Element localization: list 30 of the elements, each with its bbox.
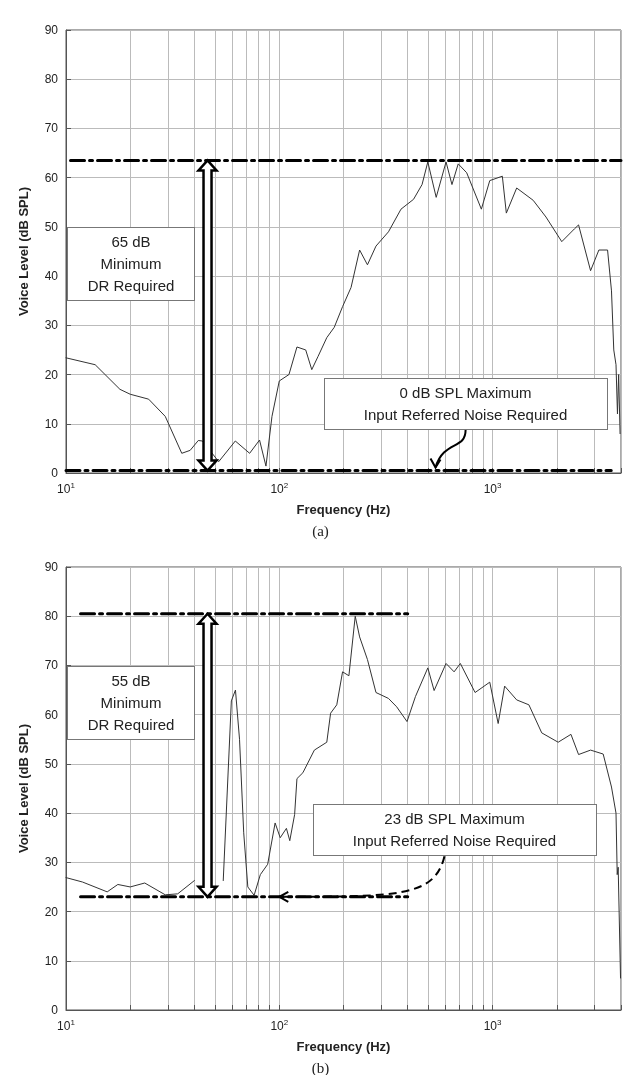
x-axis-title: Frequency (Hz) bbox=[296, 1039, 391, 1054]
y-axis-title: Voice Level (dB SPL) bbox=[16, 723, 31, 854]
y-tick-label: 40 bbox=[44, 806, 59, 821]
y-tick-label: 30 bbox=[44, 318, 59, 333]
text: (b) bbox=[311, 1059, 330, 1075]
y-tick-label: 70 bbox=[44, 658, 59, 673]
y-tick-label: 60 bbox=[44, 170, 59, 185]
y-tick-label: 40 bbox=[44, 269, 59, 284]
y-tick-label: 20 bbox=[44, 904, 59, 919]
y-tick-label: 50 bbox=[44, 756, 59, 771]
y-tick-label: 0 bbox=[51, 466, 59, 480]
y-tick-label: 80 bbox=[44, 609, 59, 624]
y-tick-label: 90 bbox=[44, 560, 59, 574]
y-axis-title: Voice Level (dB SPL) bbox=[16, 186, 31, 317]
y-tick-label: 30 bbox=[44, 855, 59, 870]
text: (a) bbox=[312, 522, 329, 540]
y-tick-label: 70 bbox=[44, 121, 59, 136]
note-box: 55 dB Minimum DR Required bbox=[67, 666, 195, 741]
x-axis-title: Frequency (Hz) bbox=[296, 502, 391, 517]
note-box: 0 dB SPL Maximum Input Referred Noise Required bbox=[323, 378, 608, 431]
y-tick-label: 50 bbox=[44, 219, 59, 234]
y-tick-label: 90 bbox=[44, 23, 59, 37]
note-box: 65 dB Minimum DR Required bbox=[67, 226, 195, 301]
note-box: 23 dB SPL Maximum Input Referred Noise Required bbox=[312, 804, 597, 857]
y-tick-label: 0 bbox=[51, 1003, 59, 1017]
y-tick-label: 10 bbox=[44, 953, 59, 968]
y-tick-label: 10 bbox=[44, 416, 59, 431]
y-tick-label: 20 bbox=[44, 367, 59, 382]
y-tick-label: 80 bbox=[44, 72, 59, 87]
y-tick-label: 60 bbox=[44, 707, 59, 722]
